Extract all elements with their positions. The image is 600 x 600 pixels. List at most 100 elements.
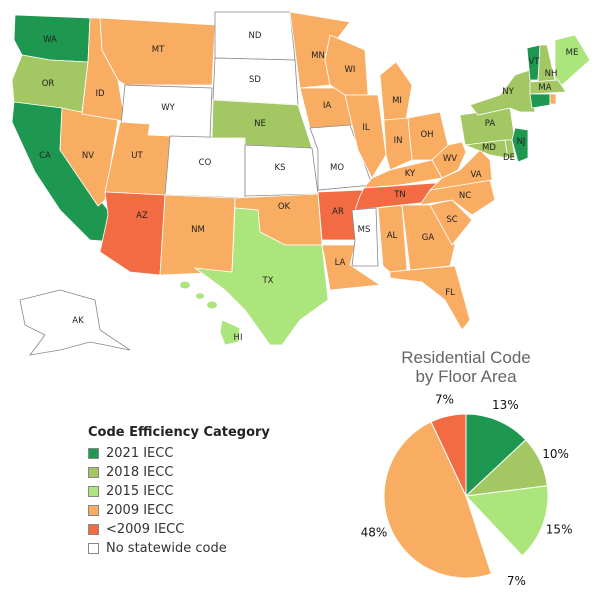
- state-label-ma: MA: [538, 83, 551, 93]
- hawaii-island: [180, 281, 190, 289]
- pie-title: Residential Code by Floor Area: [356, 348, 576, 386]
- state-label-ky: KY: [405, 169, 416, 179]
- state-label-sc: SC: [446, 215, 457, 225]
- state-label-mi: MI: [392, 96, 402, 106]
- state-ms[interactable]: [351, 207, 379, 267]
- pie-slice-label: 7%: [435, 392, 454, 406]
- state-label-nm: NM: [191, 225, 205, 235]
- state-wv[interactable]: [431, 141, 467, 179]
- pie-slice[interactable]: [430, 413, 467, 497]
- state-label-tx: TX: [261, 276, 273, 286]
- legend-label: 2015 IECC: [106, 484, 174, 499]
- state-label-md: MD: [482, 143, 496, 153]
- state-label-mn: MN: [311, 51, 325, 61]
- pie-slice-label: 15%: [546, 523, 573, 537]
- state-label-pa: PA: [485, 119, 496, 129]
- state-mi[interactable]: [379, 61, 413, 121]
- legend-swatch: [88, 543, 99, 554]
- state-label-la: LA: [335, 258, 346, 268]
- state-label-nh: NH: [545, 69, 558, 79]
- state-tx[interactable]: [193, 207, 329, 346]
- legend-label: 2009 IECC: [106, 503, 174, 518]
- state-hi[interactable]: [219, 319, 241, 346]
- legend-swatch: [88, 486, 99, 497]
- state-label-ca: CA: [39, 151, 51, 161]
- state-label-sd: SD: [249, 75, 261, 85]
- pie-slice-label: 13%: [492, 398, 519, 412]
- legend: Code Efficiency Category 2021 IECC 2018 I…: [88, 425, 270, 558]
- state-label-ut: UT: [131, 151, 143, 161]
- state-label-id: ID: [95, 89, 105, 99]
- state-label-ne: NE: [254, 119, 266, 129]
- legend-label: 2021 IECC: [106, 446, 174, 461]
- state-sc[interactable]: [429, 199, 473, 246]
- state-ri[interactable]: [549, 93, 557, 105]
- state-ga[interactable]: [401, 204, 456, 271]
- state-label-ia: IA: [323, 101, 332, 111]
- pie-slice[interactable]: [465, 413, 527, 498]
- hawaii-island: [207, 301, 217, 309]
- state-me[interactable]: [554, 34, 591, 86]
- legend-swatch: [88, 505, 99, 516]
- us-state-map: WA OR CA NV ID MT WY UT AZ CO NM ND SD NE KS OK TX MN IA MO…: [11, 11, 591, 356]
- state-label-ks: KS: [275, 163, 286, 173]
- pie-slice-label: 7%: [507, 574, 526, 588]
- state-label-va: VA: [470, 170, 481, 180]
- legend-title: Code Efficiency Category: [88, 425, 270, 440]
- state-label-in: IN: [394, 136, 403, 146]
- state-label-ms: MS: [358, 225, 371, 235]
- legend-item: 2018 IECC: [88, 463, 270, 482]
- state-label-tn: TN: [393, 190, 406, 200]
- state-label-me: ME: [566, 48, 579, 58]
- state-label-oh: OH: [420, 130, 433, 140]
- legend-swatch: [88, 448, 99, 459]
- pie-slice[interactable]: [464, 485, 549, 557]
- state-label-wy: WY: [161, 103, 175, 113]
- hawaii-island: [196, 293, 204, 299]
- state-fl[interactable]: [389, 265, 471, 331]
- state-label-nj: NJ: [517, 137, 526, 147]
- pie-slice-label: 10%: [542, 447, 569, 461]
- state-il[interactable]: [344, 94, 387, 179]
- state-label-de: DE: [503, 153, 515, 163]
- state-label-il: IL: [362, 123, 370, 133]
- legend-item: <2009 IECC: [88, 520, 270, 539]
- state-label-nd: ND: [249, 31, 262, 41]
- state-label-ny: NY: [502, 87, 514, 97]
- state-ny[interactable]: [469, 69, 536, 116]
- state-label-ak: AK: [72, 316, 84, 326]
- legend-item: 2021 IECC: [88, 444, 270, 463]
- pie-slice[interactable]: [383, 421, 492, 579]
- state-label-wa: WA: [43, 35, 57, 45]
- state-ma[interactable]: [529, 79, 567, 95]
- state-label-al: AL: [387, 231, 398, 241]
- state-de[interactable]: [504, 139, 516, 159]
- pie-slice-label: 48%: [361, 525, 388, 539]
- state-ak[interactable]: [19, 289, 131, 356]
- legend-item: 2009 IECC: [88, 501, 270, 520]
- state-label-wv: WV: [443, 154, 457, 164]
- legend-item: No statewide code: [88, 539, 270, 558]
- legend-swatch: [88, 467, 99, 478]
- legend-label: <2009 IECC: [106, 522, 185, 537]
- legend-label: 2018 IECC: [106, 465, 174, 480]
- state-in[interactable]: [383, 117, 413, 171]
- legend-items: 2021 IECC 2018 IECC 2015 IECC 2009 IECC <200…: [88, 444, 270, 558]
- state-label-hi: HI: [234, 333, 243, 343]
- state-ct[interactable]: [529, 93, 551, 109]
- state-label-fl: FL: [445, 288, 455, 298]
- state-label-co: CO: [199, 158, 212, 168]
- state-label-mo: MO: [330, 163, 344, 173]
- state-label-or: OR: [42, 79, 55, 89]
- state-label-vt: VT: [528, 57, 540, 67]
- legend-label: No statewide code: [106, 541, 227, 556]
- state-label-ok: OK: [278, 202, 291, 212]
- state-label-ar: AR: [332, 207, 344, 217]
- state-label-nc: NC: [459, 191, 471, 201]
- legend-swatch: [88, 524, 99, 535]
- state-nj[interactable]: [511, 127, 529, 163]
- state-label-az: AZ: [136, 211, 148, 221]
- pie-title-line-2: by Floor Area: [415, 367, 517, 386]
- state-label-mt: MT: [152, 45, 165, 55]
